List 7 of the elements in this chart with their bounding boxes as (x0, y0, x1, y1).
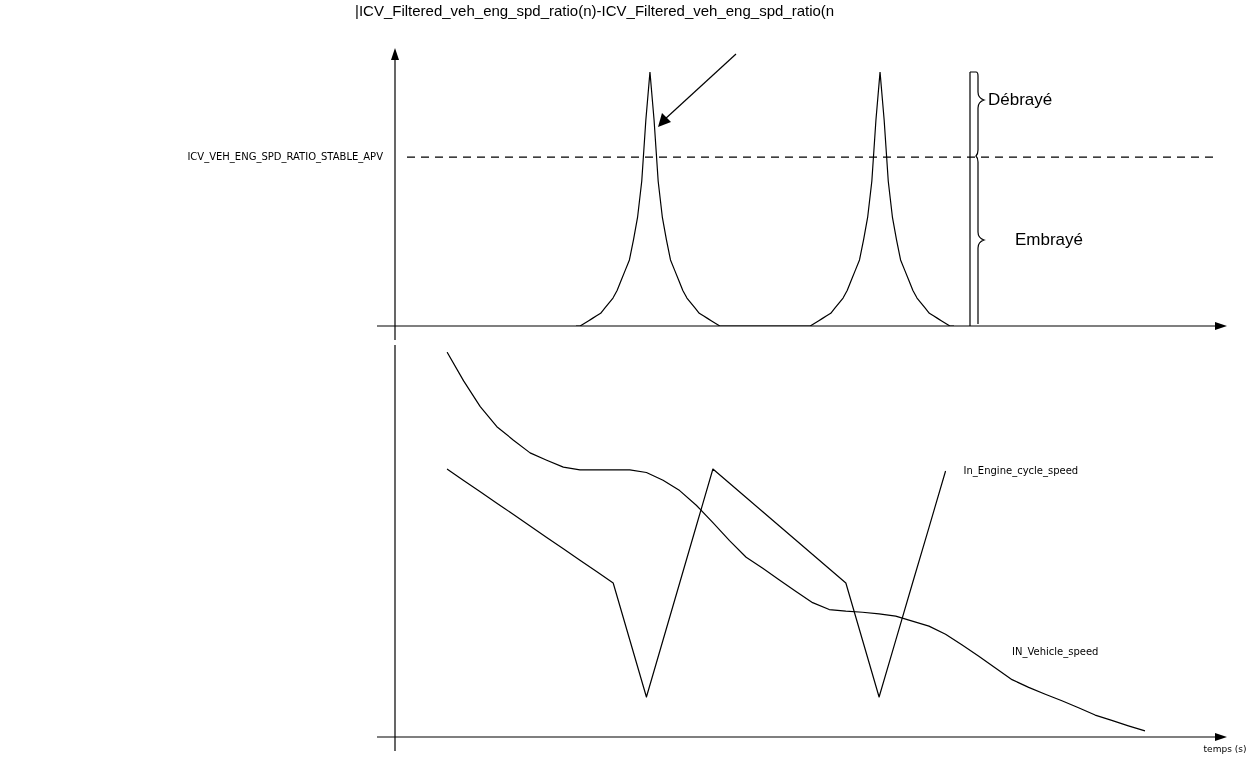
y-axis-title: |ICV_Filtered_veh_eng_spd_ratio(n)-ICV_Filtered_veh_eng_spd_ratio(n (355, 1, 835, 19)
series-label: In_Engine_cycle_speed (963, 464, 1079, 477)
x-axis-title: temps (s) (1203, 743, 1247, 754)
text: Embrayé (1015, 229, 1084, 249)
ref-line-label: ICV_VEH_ENG_SPD_RATIO_STABLE_APV (187, 150, 384, 163)
series-label: IN_Vehicle_speed (1012, 646, 1099, 659)
text: Débrayé (988, 89, 1053, 109)
